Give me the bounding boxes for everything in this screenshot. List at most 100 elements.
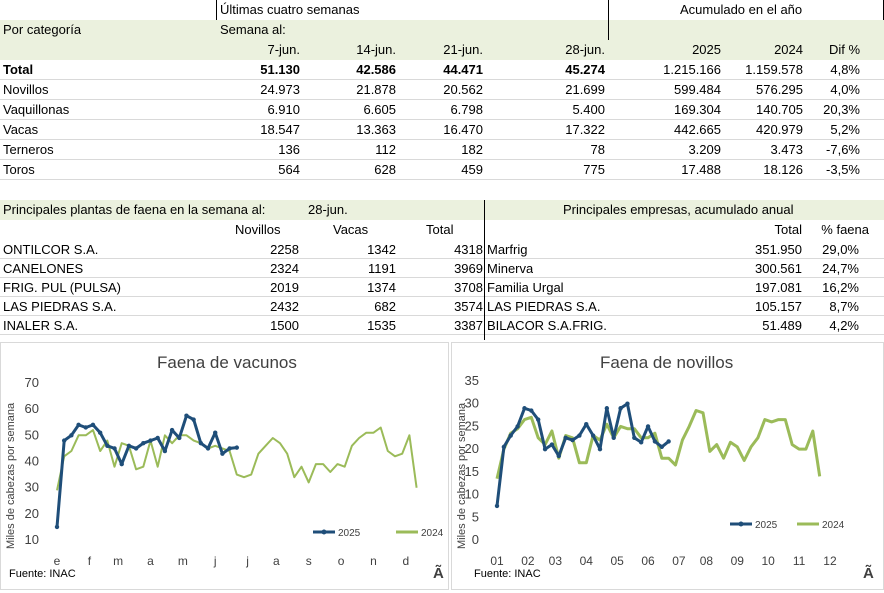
- plants-date: 28-jun.: [308, 202, 348, 217]
- data-point: [577, 433, 582, 438]
- table-row: CANELONES 2324 1191 3969 Minerva 300.561 24,7%: [0, 259, 884, 279]
- x-tick-label: j: [245, 554, 249, 568]
- table-cell: 2432: [270, 299, 299, 314]
- data-point: [590, 433, 596, 438]
- data-point: [61, 438, 67, 443]
- row-label-header: Por categoría: [3, 22, 82, 37]
- data-point: [76, 422, 81, 428]
- table-cell: 29,0%: [822, 242, 859, 257]
- table-cell: 51.130: [260, 62, 300, 77]
- col-header-pct-faena: % faena: [821, 222, 869, 237]
- table-cell: 564: [278, 162, 300, 177]
- data-point: [69, 433, 74, 438]
- table-cell: 18.547: [260, 122, 300, 137]
- row-label: Terneros: [3, 142, 54, 157]
- data-point: [666, 439, 671, 444]
- row-divider: [0, 99, 884, 100]
- x-tick-label: m: [113, 554, 123, 568]
- table-cell: 182: [461, 142, 483, 157]
- table-cell: 16,2%: [822, 280, 859, 295]
- row-divider: [0, 277, 884, 278]
- table-cell: 576.295: [756, 82, 803, 97]
- table-cell: 20,3%: [823, 102, 860, 117]
- t2-header-band: [0, 200, 884, 220]
- data-point: [105, 443, 110, 448]
- data-point: [155, 435, 160, 441]
- data-point: [611, 435, 616, 440]
- table-cell: 3708: [454, 280, 483, 295]
- y-tick-label: 0: [472, 532, 479, 547]
- t2-title-row: Principales plantas de faena en la seman…: [0, 200, 884, 220]
- table-cell: 24.973: [260, 82, 300, 97]
- col-header-novillos: Novillos: [235, 222, 281, 237]
- table-cell: 1.159.578: [745, 62, 803, 77]
- legend-marker: [321, 529, 327, 535]
- data-point: [515, 424, 520, 429]
- data-point: [119, 461, 124, 467]
- series-line-2024: [56, 426, 418, 491]
- data-point: [542, 446, 548, 452]
- data-point: [494, 503, 500, 509]
- x-tick-label: 06: [641, 554, 655, 568]
- table-cell: 1535: [367, 318, 396, 333]
- table-cell: 599.484: [674, 82, 721, 97]
- table-cell: 105.157: [755, 299, 802, 314]
- table-cell: 140.705: [756, 102, 803, 117]
- table-cell: 8,7%: [829, 299, 859, 314]
- x-tick-label: o: [338, 554, 345, 568]
- col-header-14jun: 14-jun.: [356, 42, 396, 57]
- row-divider: [0, 79, 884, 80]
- data-point: [529, 408, 534, 413]
- x-tick-label: 11: [793, 554, 806, 568]
- x-tick-label: d: [402, 554, 409, 568]
- table-cell: 3.209: [688, 142, 721, 157]
- plant-name: FRIG. PUL (PULSA): [3, 280, 121, 295]
- table-cell: 300.561: [755, 261, 802, 276]
- data-point: [625, 401, 630, 406]
- table-cell: 1374: [367, 280, 396, 295]
- data-point: [652, 439, 658, 444]
- x-tick-label: f: [88, 554, 92, 568]
- x-tick-label: 10: [762, 554, 776, 568]
- col-header-28jun: 28-jun.: [565, 42, 605, 57]
- chart-title: Faena de novillos: [600, 353, 734, 372]
- data-point: [563, 435, 568, 440]
- x-tick-label: m: [178, 554, 188, 568]
- col-header-total: Total: [426, 222, 454, 237]
- table-cell: 2019: [270, 280, 299, 295]
- table-cell: 442.665: [674, 122, 721, 137]
- row-label: Vacas: [3, 122, 39, 137]
- table-cell: 42.586: [356, 62, 396, 77]
- x-tick-label: s: [306, 554, 312, 568]
- data-point: [112, 446, 117, 451]
- legend-label: 2025: [338, 528, 361, 539]
- table-cell: 13.363: [356, 122, 396, 137]
- x-tick-label: j: [213, 554, 217, 568]
- header-group-accumulated: Acumulado en el año: [680, 2, 803, 17]
- header-group-four-weeks: Últimas cuatro semanas: [220, 2, 360, 17]
- legend-label: 2024: [421, 528, 444, 539]
- y-tick-label: 60: [25, 401, 39, 416]
- data-point: [126, 443, 132, 448]
- t2-column-headers: Novillos Vacas Total Total % faena: [0, 220, 884, 240]
- data-point: [597, 446, 603, 452]
- companies-title: Principales empresas, acumulado anual: [563, 202, 794, 217]
- table-cell: 6.910: [267, 102, 300, 117]
- table-cell: 169.304: [674, 102, 721, 117]
- row-divider: [0, 315, 884, 316]
- data-point: [220, 451, 225, 456]
- row-label: Total: [3, 62, 34, 77]
- table-cell: 2258: [270, 242, 299, 257]
- y-tick-label: 40: [25, 454, 39, 469]
- table-cell: 45.274: [565, 62, 605, 77]
- col-header-2024: 2024: [774, 42, 803, 57]
- table-cell: 17.488: [681, 162, 721, 177]
- legend-label: 2024: [822, 520, 845, 531]
- data-point: [234, 445, 240, 450]
- footer-glyph: Ã: [863, 565, 874, 582]
- table-row: Terneros 136 112 182 78 3.209 3.473 -7,6%: [0, 140, 884, 160]
- company-name: Minerva: [487, 261, 534, 276]
- y-tick-label: 20: [465, 441, 479, 456]
- table-cell: 4,8%: [830, 62, 860, 77]
